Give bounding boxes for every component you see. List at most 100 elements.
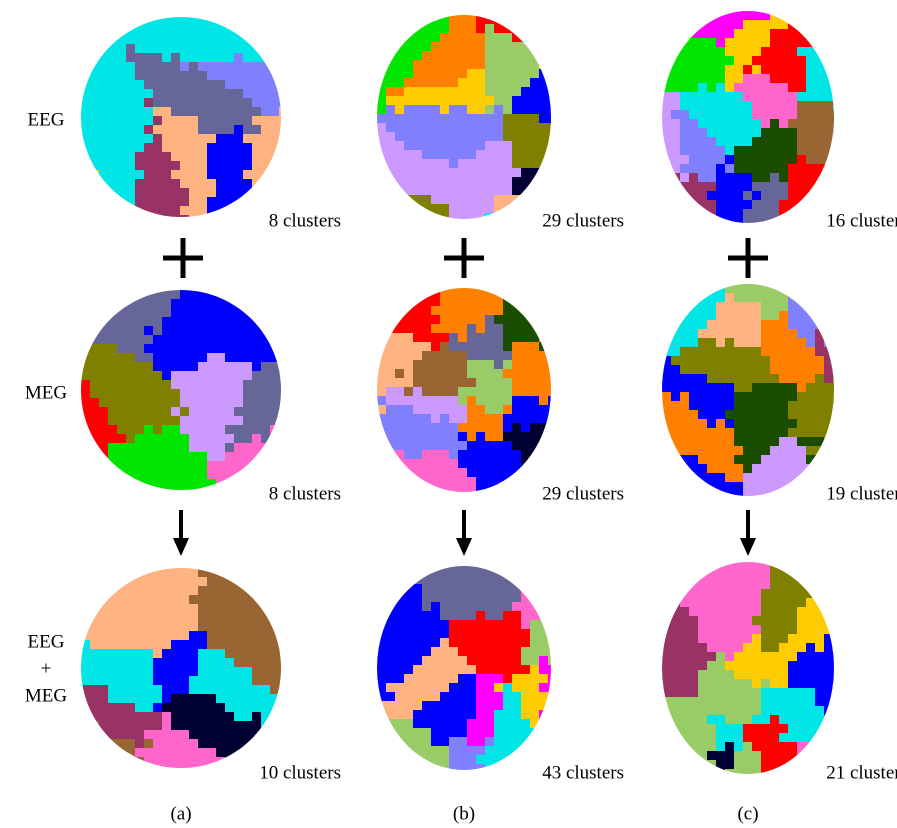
cluster-cell bbox=[530, 306, 540, 316]
cluster-cell bbox=[761, 209, 771, 219]
cluster-cell bbox=[476, 315, 486, 325]
cluster-cell bbox=[126, 766, 136, 768]
cluster-cell bbox=[797, 374, 807, 384]
cluster-cell bbox=[413, 638, 423, 648]
cluster-cell bbox=[252, 26, 262, 36]
cluster-cell bbox=[90, 116, 100, 126]
cluster-cell bbox=[485, 665, 495, 675]
cluster-cell bbox=[689, 347, 699, 357]
cluster-cell bbox=[189, 649, 199, 659]
cluster-cell bbox=[431, 195, 441, 205]
cluster-cell bbox=[413, 60, 423, 70]
cluster-cell bbox=[243, 107, 253, 117]
cluster-cell bbox=[422, 620, 432, 630]
cluster-cell bbox=[413, 123, 423, 133]
cluster-cell bbox=[117, 17, 127, 27]
cluster-cell bbox=[530, 360, 540, 370]
cluster-cell bbox=[395, 620, 405, 630]
cluster-cell bbox=[377, 432, 387, 442]
cluster-cell bbox=[806, 164, 816, 174]
cluster-cell bbox=[117, 667, 127, 677]
cluster-cell bbox=[779, 11, 789, 21]
cluster-cell bbox=[770, 110, 780, 120]
cluster-cell bbox=[734, 733, 744, 743]
cluster-cell bbox=[279, 26, 281, 36]
cluster-cell bbox=[734, 491, 744, 496]
cluster-cell bbox=[689, 652, 699, 662]
cluster-cell bbox=[788, 29, 798, 39]
cluster-cell bbox=[153, 703, 163, 713]
cluster-cell bbox=[671, 751, 681, 761]
cluster-cell bbox=[252, 107, 262, 117]
cluster-cell bbox=[467, 333, 477, 343]
cluster-cell bbox=[770, 571, 780, 581]
cluster-cell bbox=[171, 721, 181, 731]
cluster-cell bbox=[99, 125, 109, 135]
cluster-cell bbox=[503, 168, 513, 178]
cluster-cell bbox=[171, 152, 181, 162]
cluster-cell bbox=[171, 416, 181, 426]
cluster-cell bbox=[671, 634, 681, 644]
cluster-cell bbox=[117, 98, 127, 108]
cluster-cell bbox=[189, 98, 199, 108]
cluster-cell bbox=[485, 566, 495, 576]
cluster-cell bbox=[108, 640, 118, 650]
cluster-cell bbox=[395, 477, 405, 487]
cluster-cell bbox=[548, 297, 551, 307]
cluster-cell bbox=[144, 98, 154, 108]
cluster-cell bbox=[521, 15, 531, 25]
cluster-cell bbox=[494, 351, 504, 361]
cluster-cell bbox=[752, 191, 762, 201]
cluster-cell bbox=[440, 405, 450, 415]
cluster-cell bbox=[689, 173, 699, 183]
cluster-cell bbox=[135, 299, 145, 309]
cluster-cell bbox=[779, 20, 789, 30]
cluster-cell bbox=[752, 401, 762, 411]
cluster-cell bbox=[806, 571, 816, 581]
cluster-cell bbox=[279, 434, 281, 444]
cluster-cell bbox=[440, 186, 450, 196]
cluster-cell bbox=[833, 374, 834, 384]
cluster-cell bbox=[761, 634, 771, 644]
cluster-cell bbox=[725, 365, 735, 375]
cluster-cell bbox=[680, 137, 690, 147]
cluster-cell bbox=[216, 389, 226, 399]
cluster-cell bbox=[108, 125, 118, 135]
cluster-cell bbox=[261, 371, 271, 381]
cluster-cell bbox=[680, 173, 690, 183]
cluster-cell bbox=[797, 65, 807, 75]
cluster-cell bbox=[521, 656, 531, 666]
cluster-cell bbox=[485, 719, 495, 729]
cluster-cell bbox=[485, 638, 495, 648]
cluster-cell bbox=[476, 69, 486, 79]
cluster-cell bbox=[440, 105, 450, 115]
cluster-cell bbox=[117, 586, 127, 596]
cluster-cell bbox=[404, 315, 414, 325]
cluster-cell bbox=[440, 629, 450, 639]
cluster-cell bbox=[225, 416, 235, 426]
cluster-cell bbox=[788, 302, 798, 312]
cluster-cell bbox=[458, 450, 468, 460]
cluster-cell bbox=[476, 468, 486, 478]
cluster-cell bbox=[806, 401, 816, 411]
cluster-cell bbox=[824, 598, 834, 608]
cluster-cell bbox=[476, 620, 486, 630]
cluster-cell bbox=[788, 760, 798, 770]
cluster-cell bbox=[395, 159, 405, 169]
cluster-cell bbox=[377, 414, 387, 424]
cluster-cell bbox=[243, 604, 253, 614]
cluster-cell bbox=[716, 365, 726, 375]
cluster-cell bbox=[180, 434, 190, 444]
cluster-cell bbox=[162, 712, 172, 722]
cluster-cell bbox=[440, 195, 450, 205]
cluster-cell bbox=[530, 441, 540, 451]
cluster-cell bbox=[689, 356, 699, 366]
cluster-cell bbox=[270, 71, 280, 81]
cluster-cell bbox=[162, 152, 172, 162]
cluster-cell bbox=[431, 710, 441, 720]
cluster-cell bbox=[485, 405, 495, 415]
cluster-cell bbox=[806, 311, 816, 321]
cluster-cell bbox=[539, 638, 549, 648]
cluster-cell bbox=[207, 586, 217, 596]
cluster-cell bbox=[144, 179, 154, 189]
